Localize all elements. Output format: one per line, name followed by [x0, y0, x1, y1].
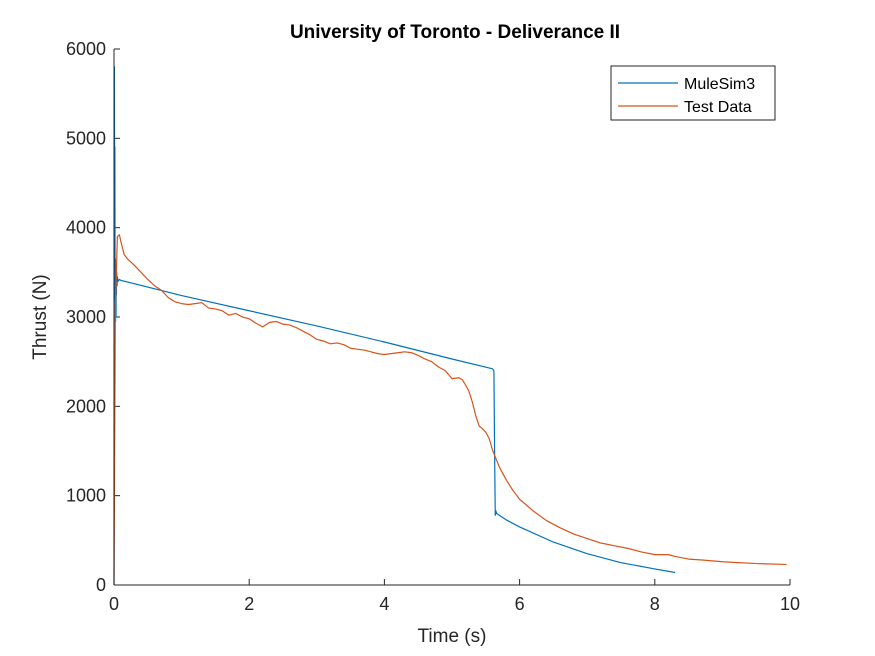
series-line-test-data	[113, 234, 787, 586]
legend-label-mulesim3: MuleSim3	[684, 76, 755, 93]
legend-label-test-data: Test Data	[684, 99, 752, 116]
chart-title: University of Toronto - Deliverance II	[290, 22, 620, 43]
legend-box	[610, 65, 776, 121]
x-tick-label: 10	[780, 594, 800, 614]
y-tick-label: 0	[96, 575, 106, 595]
legend: MuleSim3 Test Data	[610, 65, 776, 121]
y-tick-label: 5000	[66, 128, 106, 148]
x-tick-label: 2	[244, 594, 254, 614]
y-tick-label: 1000	[66, 486, 106, 506]
plot-area	[114, 49, 790, 585]
y-axis-label: Thrust (N)	[30, 274, 51, 360]
y-tick-label: 2000	[66, 396, 106, 416]
x-tick-label: 4	[379, 594, 389, 614]
x-axis-ticks: 0 2 4 6 8 10	[109, 579, 800, 614]
series-layer	[113, 66, 787, 586]
x-tick-label: 8	[650, 594, 660, 614]
x-tick-label: 0	[109, 594, 119, 614]
y-tick-label: 4000	[66, 218, 106, 238]
y-tick-label: 3000	[66, 307, 106, 327]
series-line-mulesim3	[113, 66, 676, 586]
x-tick-label: 6	[515, 594, 525, 614]
x-axis-label: Time (s)	[418, 626, 487, 647]
y-tick-label: 6000	[66, 39, 106, 59]
y-axis-ticks: 0 1000 2000 3000 4000 5000 6000	[66, 39, 120, 595]
